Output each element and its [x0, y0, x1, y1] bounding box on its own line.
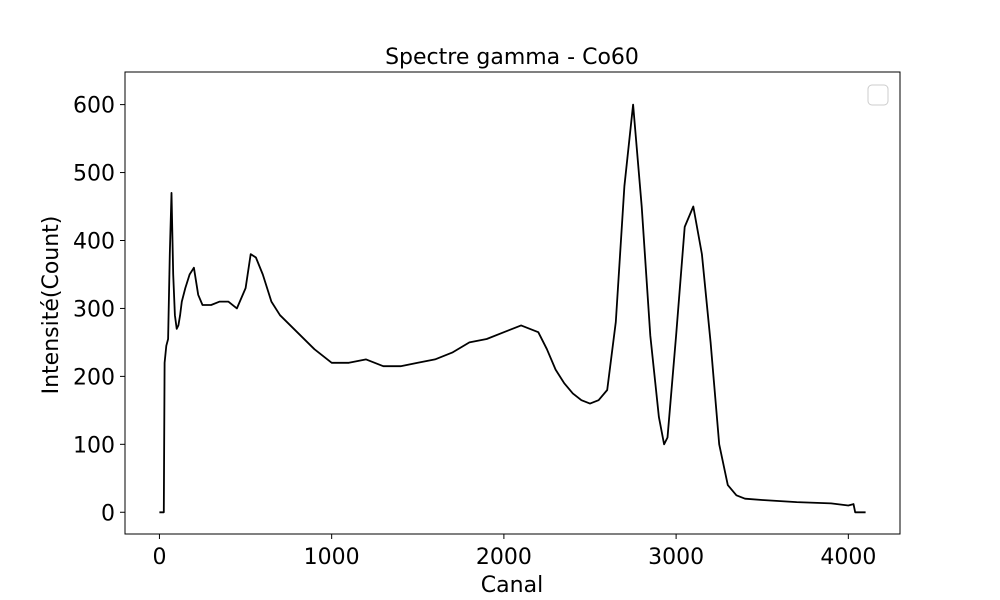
- x-axis-label: Canal: [481, 573, 543, 598]
- x-tick-label: 1000: [304, 545, 360, 570]
- x-tick-label: 2000: [476, 545, 532, 570]
- y-tick-label: 500: [73, 162, 115, 187]
- y-tick-label: 100: [73, 433, 115, 458]
- axes-frame: [124, 71, 901, 535]
- spectrum-line: [159, 103, 866, 514]
- y-tick-label: 200: [73, 365, 115, 390]
- x-tick-label: 0: [152, 545, 166, 570]
- y-tick-label: 300: [73, 297, 115, 322]
- chart-title: Spectre gamma - Co60: [385, 45, 639, 70]
- x-axis-ticks: 0 1000 2000 3000 4000: [152, 534, 876, 570]
- y-tick-label: 400: [73, 229, 115, 254]
- x-tick-label: 4000: [820, 545, 876, 570]
- y-tick-label: 0: [101, 501, 115, 526]
- y-axis-label: Intensité(Count): [39, 216, 64, 395]
- y-axis-ticks: 0 100 200 300 400 500 600: [73, 94, 125, 526]
- plot-area: [124, 71, 901, 535]
- x-tick-label: 3000: [648, 545, 704, 570]
- legend-box: [867, 84, 889, 106]
- y-tick-label: 600: [73, 94, 115, 119]
